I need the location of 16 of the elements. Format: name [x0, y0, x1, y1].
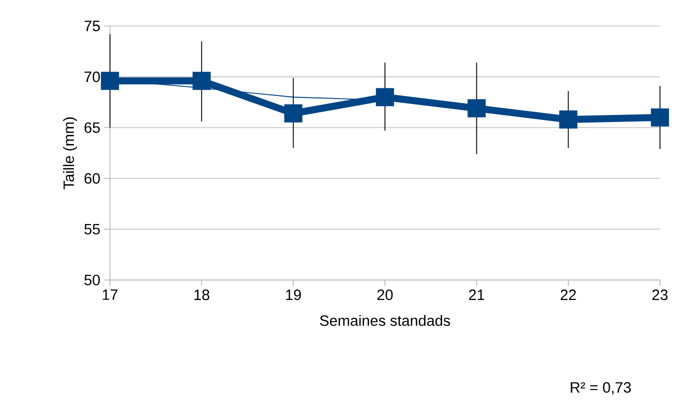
y-axis-title: Taille (mm)	[63, 117, 77, 190]
text: R² = 0,73	[570, 382, 631, 394]
x-tick-label: 20	[377, 290, 393, 300]
y-tick-label: 65	[84, 122, 100, 133]
y-tick-label: 50	[84, 274, 100, 286]
x-tick-label: 18	[194, 290, 210, 300]
y-tick-label: 70	[84, 72, 100, 82]
x-tick-label: 22	[560, 290, 576, 300]
x-tick-label: 23	[652, 290, 668, 300]
x-tick-label: 21	[469, 290, 484, 300]
x-tick-label: 17	[102, 290, 118, 300]
y-tick-label: 60	[84, 173, 100, 184]
y-tick-label: 55	[84, 224, 100, 234]
y-tick-label: 75	[84, 20, 100, 32]
x-tick-label: 19	[286, 290, 301, 300]
x-axis-title: Semaines standads	[320, 314, 450, 326]
